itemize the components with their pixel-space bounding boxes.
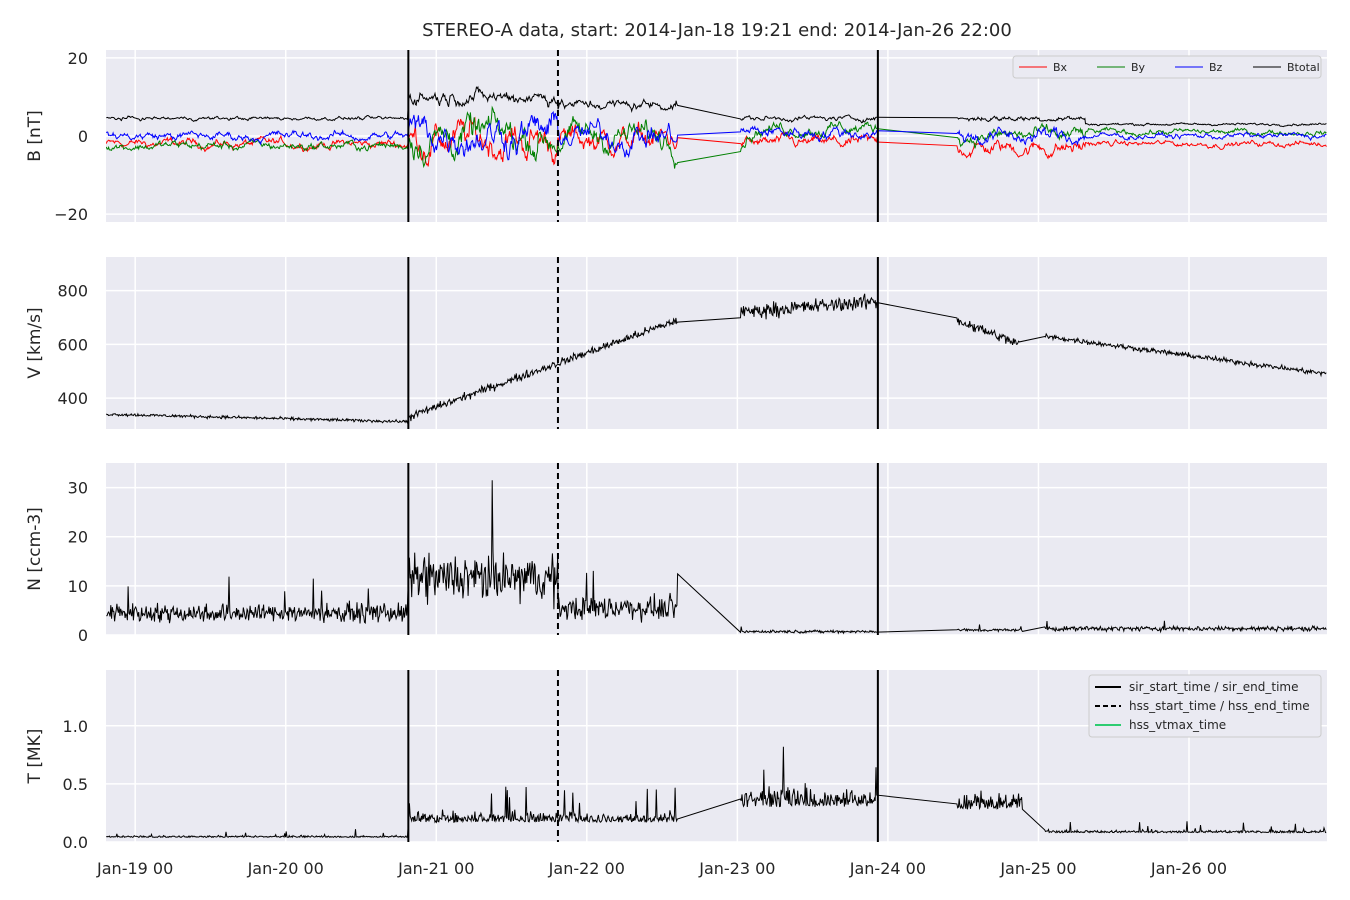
y-tick-label: 20: [68, 49, 88, 68]
legend-label-btotal: Btotal: [1287, 61, 1320, 74]
x-tick-label: Jan-20 00: [247, 859, 324, 878]
series-btotal-line: [106, 85, 1327, 128]
y-tick-label: 0.5: [63, 775, 88, 794]
legend-label-bz: Bz: [1209, 61, 1223, 74]
y-tick-label: 30: [68, 479, 88, 498]
series-group: [106, 480, 1327, 635]
x-tick-label: Jan-22 00: [548, 859, 625, 878]
series-bz-line: [106, 110, 1327, 161]
x-tick-label: Jan-26 00: [1150, 859, 1227, 878]
series-by-line: [106, 105, 1327, 169]
series-group: [106, 85, 1327, 169]
y-tick-label: 0: [78, 127, 88, 146]
y-axis-label: N [ccm-3]: [25, 507, 45, 591]
legend-label-0: sir_start_time / sir_end_time: [1129, 680, 1299, 694]
x-tick-label: Jan-21 00: [397, 859, 474, 878]
y-tick-label: −20: [54, 205, 88, 224]
panel-b: 20 0 −20 B [nT] Bx By Bz Btotal: [25, 49, 1327, 224]
y-tick-label: 0: [78, 626, 88, 645]
legend-label-by: By: [1131, 61, 1146, 74]
legend-box: [1012, 55, 1322, 79]
legend-label-bx: Bx: [1053, 61, 1068, 74]
legend-label-2: hss_vtmax_time: [1129, 718, 1226, 732]
plot-area: [106, 463, 1327, 635]
y-tick-label: 1.0: [63, 717, 88, 736]
panel-n: 30 20 10 0 N [ccm-3]: [25, 463, 1327, 645]
plot-area: [106, 257, 1327, 429]
legend-label-1: hss_start_time / hss_end_time: [1129, 699, 1310, 713]
y-axis-label: V [km/s]: [25, 307, 45, 378]
y-tick-label: 400: [57, 389, 88, 408]
legend-box: [1088, 674, 1322, 738]
x-tick-label: Jan-19 00: [96, 859, 173, 878]
series-v-line: [106, 293, 1327, 425]
y-axis-label: B [nT]: [25, 110, 45, 162]
chart-title: STEREO-A data, start: 2014-Jan-18 19:21 …: [422, 20, 1012, 41]
panel-v: 800 600 400 V [km/s]: [25, 257, 1327, 429]
y-tick-label: 600: [57, 335, 88, 354]
y-tick-label: 800: [57, 282, 88, 301]
y-axis-label: T [MK]: [25, 729, 45, 785]
y-tick-label: 20: [68, 528, 88, 547]
x-tick-label: Jan-23 00: [698, 859, 775, 878]
series-group: [106, 746, 1327, 839]
series-t-line: [106, 746, 1327, 839]
x-tick-label: Jan-24 00: [849, 859, 926, 878]
series-group: [106, 293, 1327, 425]
y-tick-label: 10: [68, 577, 88, 596]
x-tick-label: Jan-25 00: [999, 859, 1076, 878]
y-tick-label: 0.0: [63, 833, 88, 852]
series-n-line: [106, 480, 1327, 635]
panel-t: 1.0 0.5 0.0 T [MK] sir_start_time / sir_end_…: [25, 670, 1327, 852]
